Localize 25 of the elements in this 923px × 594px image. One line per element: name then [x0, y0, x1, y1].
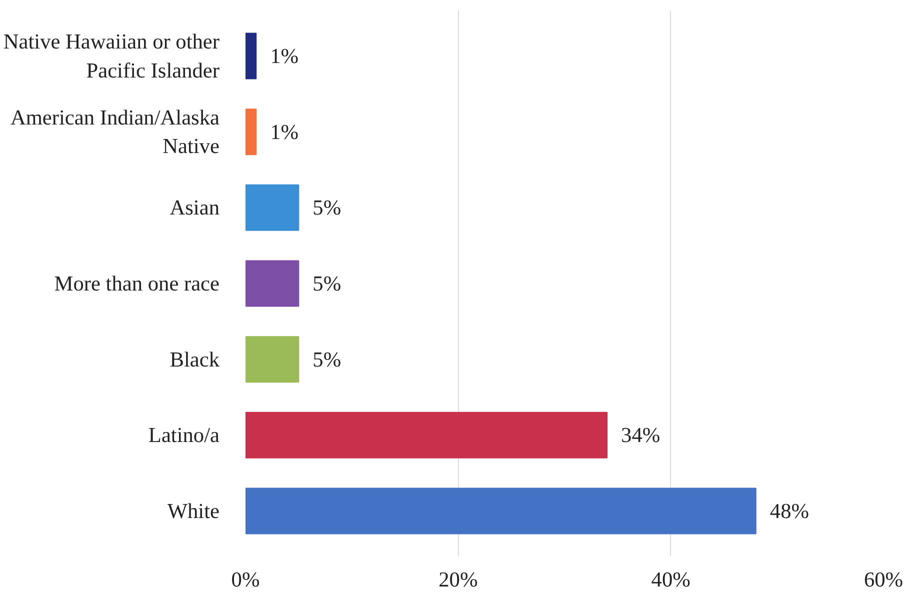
data-label: 34%: [621, 423, 660, 448]
y-tick-label: American Indian/Alaska Native: [10, 105, 220, 158]
y-tick-label: Latino/a: [148, 423, 220, 448]
bar: [246, 184, 300, 231]
bar: [246, 260, 300, 307]
y-tick-label: Native Hawaiian or other Pacific Islander: [3, 30, 220, 82]
bar: [246, 108, 257, 156]
x-tick-label: 0%: [231, 568, 260, 592]
y-tick-label: Asian: [170, 196, 220, 220]
y-tick-label: More than one race: [54, 272, 220, 296]
data-label: 1%: [270, 120, 299, 144]
bar: [246, 32, 257, 80]
x-tick-label: 40%: [651, 568, 691, 592]
bar: [246, 488, 756, 534]
x-tick-label: 60%: [864, 568, 904, 592]
bar: [246, 412, 608, 458]
data-label: 1%: [270, 44, 299, 68]
data-label: 48%: [770, 499, 810, 523]
bar: [246, 336, 300, 383]
y-tick-label: White: [167, 499, 220, 523]
data-label: 5%: [312, 272, 342, 296]
x-tick-label: 20%: [438, 568, 478, 592]
data-label: 5%: [312, 347, 342, 372]
data-label: 5%: [312, 196, 342, 220]
y-tick-label: Black: [170, 347, 220, 372]
